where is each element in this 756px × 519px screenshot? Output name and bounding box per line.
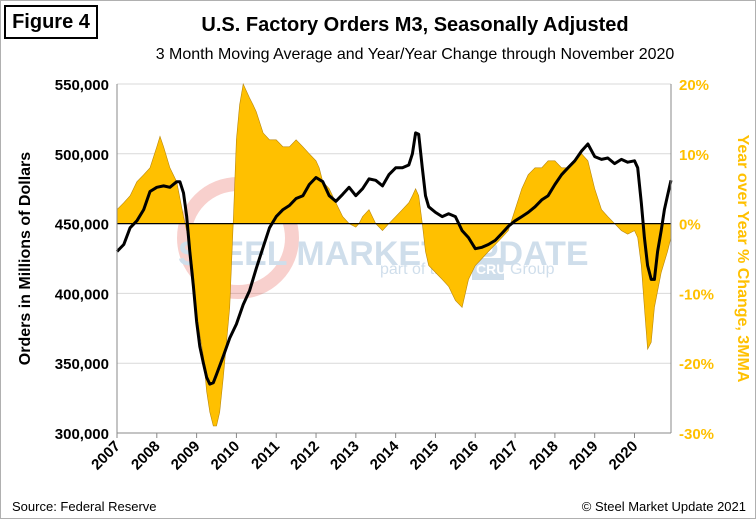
chart-title: U.S. Factory Orders M3, Seasonally Adjus… [201,14,629,36]
watermark-logo-box [472,258,504,280]
y-tick-label: 350,000 [55,356,109,373]
x-tick-label: 2011 [248,438,283,473]
x-tick-label: 2014 [367,437,403,473]
x-tick-label: 2010 [208,438,244,474]
y-axis-label: Orders in Millions of Dollars [17,152,34,365]
yoy-area [116,82,672,427]
watermark-brand: STEEL MARKET UPDATE [178,235,589,273]
orders-line [115,131,673,386]
orders-line-series [115,131,673,386]
y-tick-label: 400,000 [55,286,109,303]
x-tick-label: 2007 [88,438,124,474]
y-tick-label: 450,000 [55,217,109,234]
y2-tick-label: 0% [679,217,701,234]
x-tick-label: 2016 [446,438,482,474]
y-tick-label: 300,000 [55,426,109,443]
y-tick-label: 500,000 [55,147,109,164]
x-tick-label: 2013 [327,438,363,474]
yoy-area-series [116,82,672,427]
x-tick-label: 2019 [566,438,602,474]
y2-tick-label: 20% [679,77,709,94]
figure-label: Figure 4 [4,5,98,39]
chart-subtitle: 3 Month Moving Average and Year/Year Cha… [155,46,675,63]
x-tick-label: 2017 [486,438,522,474]
watermark-logo: CRU [476,261,506,277]
x-tick-label: 2009 [168,438,204,474]
axes [116,84,672,438]
source-note: Source: Federal Reserve [12,499,157,514]
y2-axis-label: Year over Year % Change, 3MMA [734,135,751,383]
y2-tick-label: -10% [679,286,714,303]
watermark-tagline-post: Group [510,261,555,278]
y2-tick-label: 10% [679,147,709,164]
x-tick-label: 2015 [407,438,443,474]
x-tick-label: 2020 [606,438,642,474]
y2-tick-label: -20% [679,356,714,373]
copyright-note: © Steel Market Update 2021 [581,499,746,514]
x-tick-label: 2018 [526,438,562,474]
x-tick-label: 2008 [128,438,164,474]
y2-tick-label: -30% [679,426,714,443]
y-tick-label: 550,000 [55,77,109,94]
x-tick-label: 2012 [287,438,323,474]
